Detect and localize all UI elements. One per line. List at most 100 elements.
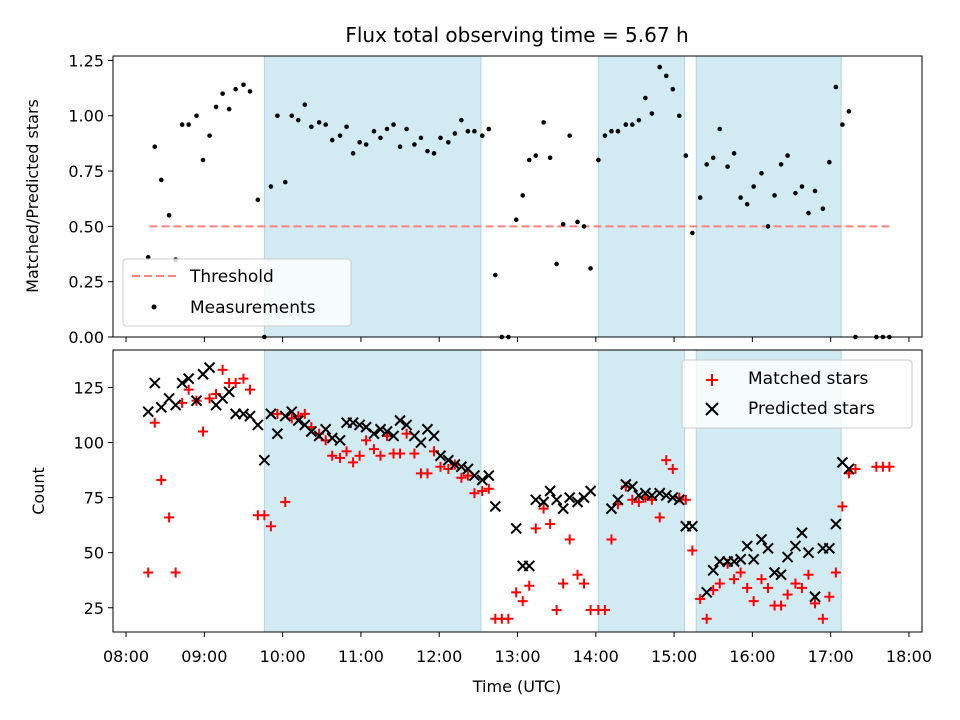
measurement-point: [323, 122, 328, 127]
measurement-point: [412, 142, 417, 147]
measurement-point: [533, 153, 539, 158]
matched-star-point: [395, 448, 406, 459]
measurement-point: [812, 188, 818, 194]
measurement-point: [765, 224, 771, 229]
predicted-star-point: [326, 432, 338, 444]
predicted-star-point: [252, 419, 264, 431]
top-y-tick-label: 0.00: [68, 328, 104, 347]
measurement-point: [275, 113, 280, 119]
bottom-y-axis-label: Count: [29, 467, 48, 515]
measurement-point: [636, 117, 642, 123]
predicted-star-point: [449, 458, 461, 471]
measurement-point: [226, 106, 232, 112]
predicted-star-point: [667, 491, 679, 504]
matched-star-point: [511, 587, 522, 598]
measurement-point: [759, 170, 764, 176]
predicted-star-point: [646, 489, 658, 502]
matched-star-point: [143, 567, 154, 578]
predicted-star-point: [368, 428, 380, 440]
measurement-point: [282, 179, 288, 185]
measurement-point: [697, 195, 703, 200]
measurement-point: [731, 151, 737, 156]
top-points-layer: [145, 64, 892, 340]
x-tick-label: 12:00: [416, 647, 462, 666]
matched-star-point: [368, 444, 379, 455]
measurement-point: [486, 126, 492, 132]
x-tick-label: 14:00: [573, 647, 619, 666]
matched-star-point: [265, 521, 276, 532]
measurement-point: [371, 128, 377, 134]
predicted-star-point: [673, 494, 686, 506]
measurement-point: [384, 126, 390, 132]
predicted-star-point: [347, 416, 359, 429]
predicted-star-point: [775, 569, 787, 581]
predicted-star-point: [605, 502, 618, 515]
measurement-point: [744, 201, 750, 207]
observing-interval-1: [263, 349, 482, 633]
predicted-star-point: [176, 377, 188, 389]
x-axis-label: Time (UTC): [472, 677, 561, 696]
measurement-point: [158, 177, 164, 183]
matched-star-point: [280, 497, 291, 508]
matched-star-point: [361, 435, 372, 446]
measurement-point: [649, 111, 655, 116]
matched-star-point: [729, 574, 740, 585]
top-legend: Threshold Measurements: [122, 258, 352, 327]
predicted-star-point: [707, 564, 719, 577]
matched-star-point: [409, 448, 420, 459]
measurement-point: [575, 219, 580, 225]
bottom-y-tick-label: 125: [73, 378, 104, 397]
matched-star-point: [327, 450, 338, 461]
predicted-star-point: [468, 469, 481, 482]
matched-star-point: [735, 567, 746, 578]
bottom-y-tick-label: 25: [84, 599, 104, 618]
matched-star-point: [564, 534, 575, 545]
predicted-star-point: [633, 489, 645, 502]
measurement-point: [452, 131, 458, 136]
predicted-star-point: [319, 423, 332, 436]
measurement-point: [316, 120, 322, 125]
predicted-star-point: [755, 533, 768, 546]
predicted-star-point: [830, 518, 842, 530]
measurement-point: [350, 151, 356, 156]
measurement-point: [623, 122, 629, 127]
predicted-star-point: [190, 394, 203, 407]
predicted-star-point: [387, 430, 400, 442]
bottom-y-ticks: 25 50 75 100 125: [73, 378, 113, 618]
matched-star-point: [782, 589, 793, 600]
measurement-point: [560, 221, 566, 227]
predicted-star-point: [537, 496, 550, 508]
measurement-point: [793, 190, 798, 196]
measurement-point: [329, 137, 335, 143]
x-tick-label: 15:00: [651, 647, 697, 666]
x-tick-label: 13:00: [494, 647, 540, 666]
top-legend-box: [122, 258, 352, 327]
measurement-point: [690, 230, 695, 236]
measurement-point: [459, 117, 464, 123]
predicted-star-point: [747, 553, 760, 566]
matched-star-point: [401, 428, 412, 439]
matched-star-point: [667, 463, 678, 474]
predicted-star-point: [809, 591, 821, 603]
matched-star-point: [456, 472, 467, 483]
observing-interval-3: [695, 55, 842, 338]
predicted-star-point: [550, 494, 563, 506]
measurement-point: [751, 184, 756, 189]
matched-star-point: [606, 534, 617, 545]
matched-star-point: [156, 474, 167, 485]
matched-star-point: [217, 364, 228, 375]
predicted-star-point: [203, 361, 216, 374]
legend-matched-swatch: [706, 374, 718, 386]
predicted-star-point: [530, 494, 542, 506]
predicted-star-point: [762, 542, 774, 554]
bottom-legend-box: [681, 359, 913, 429]
measurement-point: [268, 184, 274, 189]
matched-star-point: [763, 582, 774, 593]
measurement-point: [846, 109, 852, 114]
measurement-point: [820, 206, 826, 211]
measurement-point: [289, 113, 295, 119]
matched-star-point: [375, 450, 386, 461]
matched-star-point: [272, 408, 283, 419]
measurement-point: [152, 144, 158, 150]
